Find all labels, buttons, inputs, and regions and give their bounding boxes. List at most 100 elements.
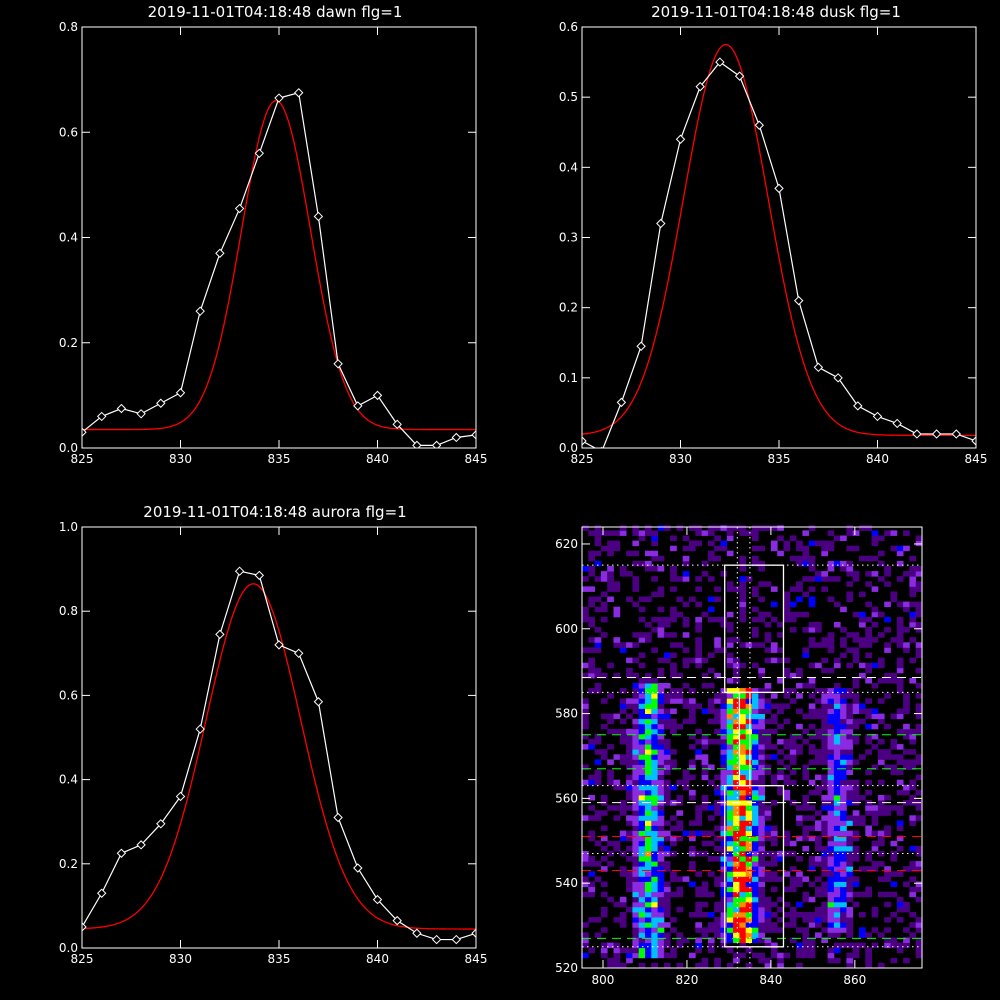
heatmap-cell [758,784,765,791]
heatmap-cell [808,861,816,867]
heatmap-cell [758,876,765,882]
heatmap-cell [758,906,765,913]
heatmap-cell [890,713,898,720]
heatmap-cell [726,866,734,872]
heatmap-cell [588,886,595,893]
heatmap-cell [840,912,847,918]
heatmap-cell [600,672,608,679]
heatmap-cell [833,774,841,781]
heatmap-cell [632,795,640,801]
heatmap-cell [915,937,923,943]
heatmap-cell [645,779,652,786]
heatmap-cell [632,922,640,928]
heatmap-cell [896,657,904,664]
heatmap-cell [896,754,904,760]
heatmap-cell [632,871,640,877]
heatmap-cell [808,540,816,547]
heatmap-cell [613,540,621,547]
heatmap-cell [613,957,621,964]
heatmap-cell [783,545,791,552]
data-point-diamond [392,915,402,926]
heatmap-cell [600,723,608,730]
heatmap-cell [676,932,684,938]
heatmap-cell [871,606,879,613]
heatmap-cell [714,693,721,699]
heatmap-cell [707,942,715,949]
heatmap-cell [645,886,652,893]
heatmap-cell [726,891,734,898]
heatmap-cell [682,830,690,837]
heatmap-cell [651,861,658,867]
heatmap-cell [619,718,627,725]
heatmap-cell [651,800,658,806]
heatmap-cell [909,571,917,577]
heatmap-cell [695,901,702,908]
heatmap-cell [600,713,608,720]
heatmap-cell [670,616,677,623]
heatmap-cell [852,657,860,664]
heatmap-cell [764,739,772,745]
heatmap-cell [582,861,589,867]
heatmap-cell [645,622,652,628]
heatmap-cell [802,912,810,918]
heatmap-cell [600,810,608,816]
heatmap-cell [663,683,671,689]
heatmap-cell [733,769,740,775]
heatmap-cell [739,703,747,709]
heatmap-cell [796,545,803,552]
heatmap-cell [827,540,835,547]
heatmap-cell [808,642,816,648]
heatmap-cell [802,713,810,720]
heatmap-cell [632,601,640,608]
heatmap-cell [815,932,822,938]
heatmap-cell [833,779,841,786]
heatmap-cell [651,739,658,745]
heatmap-cell [909,586,917,592]
heatmap-cell [733,749,740,755]
heatmap-cell [796,876,803,882]
heatmap-cell [657,825,665,831]
heatmap-cell [840,901,847,908]
heatmap-cell [758,525,765,531]
heatmap-cell [714,927,721,933]
heatmap-cell [783,901,791,908]
heatmap-cell [865,769,872,775]
heatmap-cell [840,861,847,867]
heatmap-cell [909,678,917,684]
heatmap-cell [846,545,854,552]
heatmap-cell [783,739,791,745]
heatmap-cell [714,708,721,714]
heatmap-cell [619,835,627,842]
heatmap-cell [588,835,595,842]
heatmap-cell [865,886,872,893]
data-point-diamond [600,446,603,448]
heatmap-cell [808,596,816,602]
heatmap-cell [827,896,835,903]
heatmap-cell [758,952,765,959]
heatmap-cell [821,708,828,714]
heatmap-cell [758,871,765,877]
heatmap-cell [840,876,847,882]
heatmap-cell [670,576,677,582]
heatmap-cell [714,555,721,562]
heatmap-cell [663,789,671,796]
heatmap-cell [588,856,595,862]
heatmap-cell [689,525,696,531]
heatmap-cell [815,917,822,923]
heatmap-cell [827,851,835,857]
heatmap-cell [827,830,835,837]
heatmap-cell [903,866,910,872]
heatmap-cell [783,871,791,877]
heatmap-cell [638,698,646,704]
x-tick-label: 840 [366,452,389,466]
heatmap-cell [594,627,602,633]
heatmap-cell [626,856,633,862]
heatmap-cell [594,647,602,653]
heatmap-cell [758,739,765,745]
heatmap-cell [852,815,860,821]
heatmap-cell [726,876,734,882]
heatmap-cell [626,667,633,674]
heatmap-cell [859,708,866,714]
heatmap-cell [802,795,810,801]
